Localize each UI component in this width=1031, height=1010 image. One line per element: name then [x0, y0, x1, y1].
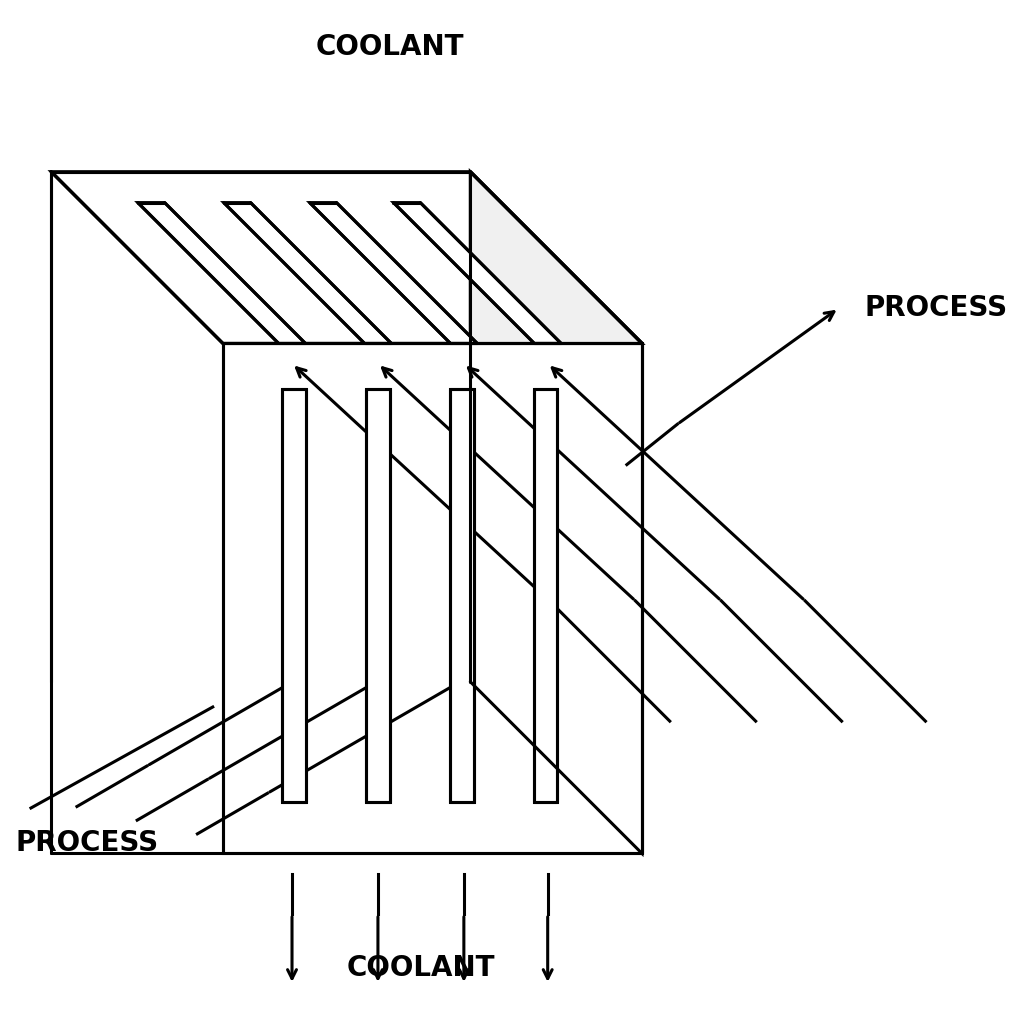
Polygon shape	[534, 389, 558, 802]
Text: PROCESS: PROCESS	[864, 294, 1007, 322]
Polygon shape	[223, 343, 642, 853]
Polygon shape	[470, 172, 642, 853]
Polygon shape	[366, 389, 390, 802]
Polygon shape	[309, 203, 477, 343]
Polygon shape	[224, 203, 392, 343]
Text: COOLANT: COOLANT	[346, 954, 495, 983]
Text: COOLANT: COOLANT	[315, 32, 464, 61]
Polygon shape	[138, 203, 305, 343]
Text: PROCESS: PROCESS	[15, 829, 159, 857]
Polygon shape	[52, 172, 642, 343]
Polygon shape	[394, 203, 561, 343]
Polygon shape	[450, 389, 473, 802]
Polygon shape	[282, 389, 306, 802]
